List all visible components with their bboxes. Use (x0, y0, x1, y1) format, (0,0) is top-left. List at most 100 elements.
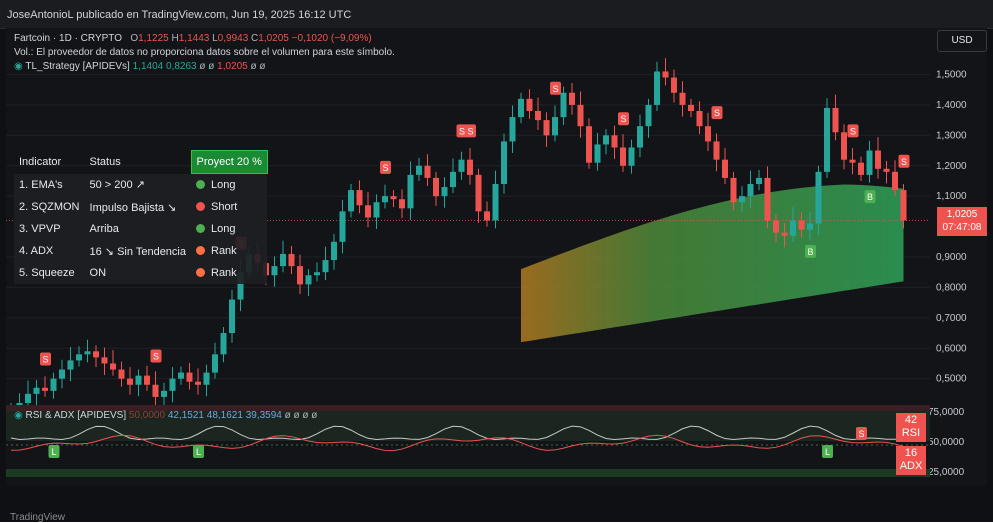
candle (815, 171, 822, 224)
candle (535, 111, 541, 121)
short-signal-marker (465, 124, 476, 138)
header-proyect: Proyect 20 % (190, 150, 268, 174)
candle (220, 333, 227, 355)
candle (246, 253, 252, 273)
sub-long-label: L (825, 447, 830, 457)
candle (424, 165, 431, 178)
row-signal: Long (191, 174, 267, 197)
signal-label: Long (211, 223, 236, 235)
candle (713, 141, 720, 160)
strategy-empty-3: ø (250, 61, 257, 72)
table-row: 1. EMA's 50 > 200 ↗ Long (14, 173, 268, 197)
candle (237, 272, 244, 300)
candle (280, 253, 286, 267)
long-signal-marker (805, 244, 816, 258)
candle (628, 147, 635, 166)
currency-button[interactable]: USD (937, 30, 987, 52)
candle (59, 369, 65, 379)
candle (594, 144, 601, 163)
signal-label: Rank (211, 267, 237, 279)
sub-value-3: 48,1621 (206, 410, 243, 421)
table-row: 4. ADX 16 ↘ Sin Tendencia Rank (14, 240, 268, 262)
candle (441, 187, 448, 197)
candle (679, 92, 686, 105)
candle (586, 126, 592, 163)
eye-icon[interactable]: ◉ (14, 61, 23, 72)
candle (696, 111, 703, 127)
candle (484, 211, 490, 221)
table-row: 5. Squeeze ON Rank (14, 262, 268, 284)
short-signal-label: S (552, 84, 558, 94)
candle (76, 354, 82, 361)
header-status: Status (89, 156, 121, 168)
sub-panel-mid-band (6, 411, 930, 441)
short-signal-label: S (850, 126, 856, 136)
candle (543, 120, 550, 136)
price-axis[interactable]: 1,5000 1,4000 1,3000 1,2000 1,1000 0,9000 0,80… (928, 28, 987, 486)
last-price-value: 1,0205 (946, 209, 978, 220)
rsi-badge: 42 RSI (896, 413, 926, 442)
strategy-value-3: 1,0205 (217, 61, 248, 72)
table-row: 3. VPVP Arriba Long (14, 218, 268, 240)
price-axis-labels: 1,5000 1,4000 1,3000 1,2000 1,1000 0,9000 0,80… (928, 70, 967, 479)
row-indicator: 4. ADX (19, 245, 54, 257)
rsi-adx-panel: L L L S (6, 405, 930, 477)
sub-value-4: 39,3594 (245, 410, 282, 421)
volume-note: Vol.: El proveedor de datos no proporcio… (14, 47, 395, 58)
low-label: L (212, 33, 218, 44)
sub-panel-bottom-band (6, 469, 930, 477)
open-value: 1,1225 (138, 33, 169, 44)
long-signal-label: B (807, 247, 813, 257)
candle (688, 104, 694, 111)
candle (492, 184, 499, 221)
strategy-empty-2: ø (208, 61, 215, 72)
indicator-eye-icon[interactable]: ◉ (14, 410, 23, 421)
candle (50, 378, 57, 391)
candle (93, 351, 99, 358)
strategy-name: TL_Strategy [APIDEVs] (25, 61, 130, 72)
price-tick-label: 1,1000 (936, 191, 967, 202)
candle (305, 275, 312, 285)
candle (509, 117, 516, 142)
change-value: −0,1020 (−9,09%) (291, 33, 372, 44)
candle (892, 171, 898, 191)
short-signal-label: S (42, 355, 48, 365)
candle (101, 357, 108, 364)
row-signal: Long (191, 218, 267, 240)
strategy-empty-1: ø (199, 61, 206, 72)
candle (288, 253, 295, 267)
candle (790, 220, 796, 236)
candle (849, 159, 856, 163)
candle (42, 387, 48, 391)
short-signal-label: S (459, 126, 465, 136)
last-price-badge: 1,0205 07:47:08 (937, 207, 987, 236)
tradingview-logo: TradingView (10, 512, 66, 523)
candle (807, 223, 813, 230)
signal-dot-icon (196, 246, 205, 255)
adx-badge-label: ADX (899, 460, 923, 472)
publisher-info: JoseAntonioL publicado en TradingView.co… (7, 9, 352, 21)
candle (739, 196, 745, 203)
short-signal-label: S (382, 163, 388, 173)
candle (186, 372, 193, 382)
candle (348, 190, 354, 212)
high-label: H (171, 33, 179, 44)
short-signal-label: S (467, 126, 473, 136)
high-value: 1,1443 (178, 33, 210, 44)
signal-dot-icon (196, 224, 205, 233)
candle (195, 381, 201, 385)
candle (390, 196, 397, 200)
long-signal-label: B (867, 192, 873, 202)
sub-panel-top-band (6, 405, 930, 411)
candle (152, 384, 159, 397)
candle (110, 363, 116, 370)
candle (671, 77, 677, 93)
strategy-value-1: 1,1404 (132, 61, 164, 72)
close-value: 1,0205 (258, 33, 289, 44)
candle (433, 177, 439, 197)
top-bar: JoseAntonioL publicado en TradingView.co… (0, 0, 993, 29)
candle (645, 104, 652, 127)
